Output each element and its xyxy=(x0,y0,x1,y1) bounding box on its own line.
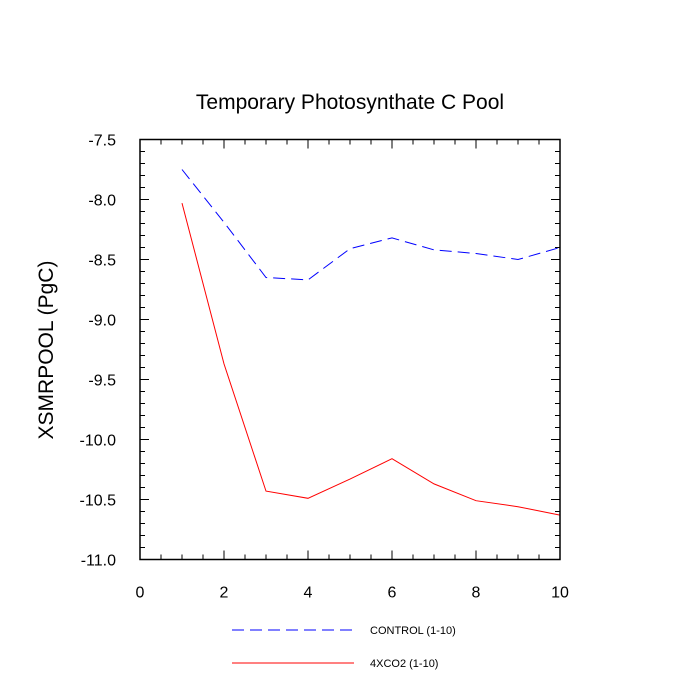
y-tick-label: -11.0 xyxy=(81,553,116,570)
y-tick-label: -9.5 xyxy=(88,373,116,390)
y-tick-label: -10.5 xyxy=(80,493,117,510)
y-tick-label: -7.5 xyxy=(88,133,116,150)
plot-frame xyxy=(139,138,561,561)
x-tick-label: 0 xyxy=(136,585,145,602)
x-tick-label: 6 xyxy=(388,585,397,602)
x-tick-label: 4 xyxy=(304,585,313,602)
y-axis-label: XSMRPOOL (PgC) xyxy=(35,261,58,440)
series-layer xyxy=(181,169,561,516)
y-tick-label: -8.5 xyxy=(88,253,116,270)
series-4xco2-line xyxy=(181,202,561,516)
series-control-line xyxy=(181,169,561,281)
y-tick-label: -8.0 xyxy=(88,193,116,210)
x-tick-label: 8 xyxy=(472,585,481,602)
x-tick-label: 2 xyxy=(220,585,229,602)
legend-label-control: CONTROL (1-10) xyxy=(370,625,456,637)
legend: CONTROL (1-10) 4XCO2 (1-10) xyxy=(232,625,456,670)
chart-title: Temporary Photosynthate C Pool xyxy=(196,91,504,114)
x-tick-label: 10 xyxy=(551,585,569,602)
legend-label-4xco2: 4XCO2 (1-10) xyxy=(370,658,438,670)
y-tick-label: -10.0 xyxy=(80,433,117,450)
ticks-layer: 0 2 4 6 8 10 -7.5 -8.0 -8.5 -9.0 -9.5 -10.0 -10.5 -11… xyxy=(80,133,569,602)
y-tick-label: -9.0 xyxy=(88,313,116,330)
